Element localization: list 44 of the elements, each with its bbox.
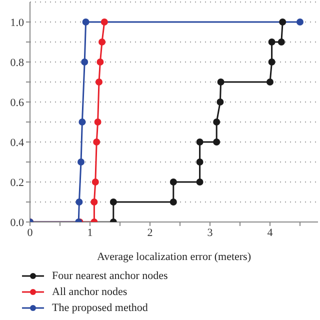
legend-label: The proposed method (52, 302, 148, 314)
point (266, 78, 274, 86)
point (217, 78, 224, 86)
point (216, 98, 224, 106)
point (296, 18, 304, 26)
point (92, 178, 99, 186)
y-tick-label: 0.8 (10, 56, 24, 69)
point (268, 38, 276, 46)
point (90, 198, 98, 206)
point (196, 178, 204, 186)
point (278, 38, 285, 46)
point (100, 18, 108, 26)
point (94, 118, 102, 126)
y-tick-label: 0.2 (10, 176, 24, 189)
point (82, 18, 90, 26)
x-tick-label: 0 (27, 226, 34, 239)
y-tick-label: 0.6 (10, 96, 24, 109)
point (110, 198, 117, 206)
point (196, 138, 204, 146)
y-tick-label: 0.0 (10, 216, 24, 229)
y-tick-label: 0.4 (10, 136, 24, 149)
x-axis-title: Average localization error (meters) (96, 251, 252, 263)
point (170, 198, 177, 206)
point (196, 158, 204, 166)
point (78, 118, 86, 126)
point (93, 138, 100, 146)
point (96, 78, 102, 86)
x-tick-label: 3 (207, 226, 214, 239)
point (170, 178, 177, 186)
point (76, 198, 83, 206)
legend-label: Four nearest anchor nodes (52, 270, 168, 282)
point (78, 158, 84, 166)
x-tick-label: 2 (147, 226, 153, 239)
point (268, 58, 276, 66)
point (213, 138, 220, 146)
point (96, 58, 104, 66)
point (213, 118, 220, 126)
x-tick-label: 4 (267, 226, 274, 239)
point (98, 38, 106, 46)
point (81, 58, 88, 66)
x-tick-label: 1 (87, 226, 93, 239)
y-tick-label: 1.0 (10, 16, 24, 29)
legend-label: All anchor nodes (52, 286, 128, 298)
point (279, 18, 286, 26)
